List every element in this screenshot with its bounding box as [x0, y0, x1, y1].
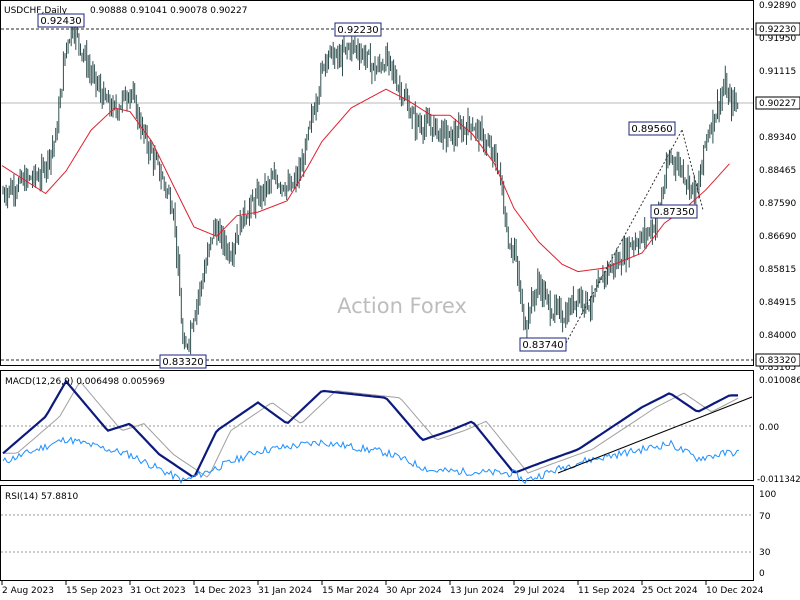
date-tick-label: 25 Oct 2024	[642, 586, 698, 596]
date-tick-label: 31 Jan 2024	[258, 586, 312, 596]
price-tick-7: 0.85815	[759, 265, 796, 275]
moving-average-line	[1, 88, 730, 273]
watermark: Action Forex	[337, 294, 467, 318]
axis-box-low: 0.83320	[755, 353, 800, 367]
rsi-tick-30: 30	[759, 548, 771, 558]
date-tick-label: 13 Jun 2024	[450, 586, 504, 596]
price-axis: 0.92890 0.91950 0.91115 0.89340 0.88465 …	[759, 1, 796, 373]
macd-line	[2, 379, 738, 478]
rsi-tick-0: 0	[759, 569, 765, 579]
trend-line-rally	[565, 129, 683, 344]
macd-label: MACD(12,26,9) 0.006498 0.005969	[5, 377, 165, 387]
price-tick-3: 0.89340	[759, 133, 796, 143]
date-axis: 2 Aug 2023 15 Sep 2023 31 Oct 2023 14 Dec 2…	[1, 581, 764, 596]
price-tick-6: 0.86690	[759, 232, 796, 242]
swing-label-high-1: 0.92430	[37, 13, 85, 28]
symbol-label: USDCHF,Daily	[4, 6, 68, 16]
swing-label-low-1: 0.83320	[159, 354, 207, 369]
rsi-panel-frame	[0, 485, 754, 581]
main-panel-frame	[0, 0, 754, 366]
date-tick-label: 11 Sep 2024	[578, 586, 635, 596]
price-tick-10: 0.83165	[759, 363, 796, 373]
rsi-label: RSI(14) 57.8810	[5, 492, 78, 502]
price-tick-2: 0.91115	[759, 67, 796, 77]
candle-series	[2, 21, 739, 355]
svg-text:0.92430: 0.92430	[40, 16, 81, 27]
svg-text:0.83740: 0.83740	[522, 340, 563, 351]
date-tick-label: 10 Dec 2024	[706, 586, 764, 596]
swing-label-high-3: 0.89560	[628, 121, 676, 136]
date-tick-label: 15 Mar 2024	[322, 586, 379, 596]
swing-label-high-2: 0.92230	[334, 22, 382, 37]
price-tick-8: 0.84915	[759, 298, 796, 308]
date-tick-label: 2 Aug 2023	[2, 586, 54, 596]
svg-text:0.92230: 0.92230	[759, 25, 796, 35]
price-tick-5: 0.87590	[759, 199, 796, 209]
svg-text:0.83320: 0.83320	[759, 356, 796, 366]
price-tick-4: 0.88465	[759, 166, 796, 176]
svg-text:0.89560: 0.89560	[631, 124, 672, 135]
swing-label-low-2: 0.83740	[519, 337, 567, 352]
rsi-tick-70: 70	[759, 512, 771, 522]
macd-tick-bottom: -0.011342	[757, 475, 800, 485]
date-tick-label: 15 Sep 2023	[66, 586, 123, 596]
svg-text:0.92230: 0.92230	[337, 25, 378, 36]
trend-line-pullback	[681, 129, 704, 211]
svg-text:0.83320: 0.83320	[162, 357, 203, 368]
macd-panel-frame	[0, 370, 754, 481]
date-tick-label: 14 Dec 2023	[194, 586, 252, 596]
swing-label-low-3: 0.87350	[650, 204, 698, 219]
macd-tick-zero: 0.00	[759, 423, 779, 433]
svg-text:0.90227: 0.90227	[759, 99, 796, 109]
ohlc-label: 0.90888 0.91041 0.90078 0.90227	[90, 6, 247, 16]
macd-tick-top: 0.010086	[759, 376, 800, 386]
axis-box-high: 0.92230	[755, 22, 800, 36]
price-tick-0: 0.92890	[759, 1, 796, 11]
date-tick-label: 30 Apr 2024	[386, 586, 442, 596]
price-tick-1: 0.91950	[759, 34, 796, 44]
price-tick-9: 0.84000	[759, 331, 796, 341]
macd-signal-line	[3, 381, 739, 478]
rsi-tick-100: 100	[759, 490, 776, 500]
axis-box-current: 0.90227	[755, 96, 800, 110]
date-tick-label: 31 Oct 2023	[130, 586, 186, 596]
rsi-line	[2, 436, 740, 485]
date-tick-label: 29 Jul 2024	[514, 586, 565, 596]
macd-trend-line	[557, 396, 753, 474]
svg-text:0.87350: 0.87350	[653, 207, 694, 218]
